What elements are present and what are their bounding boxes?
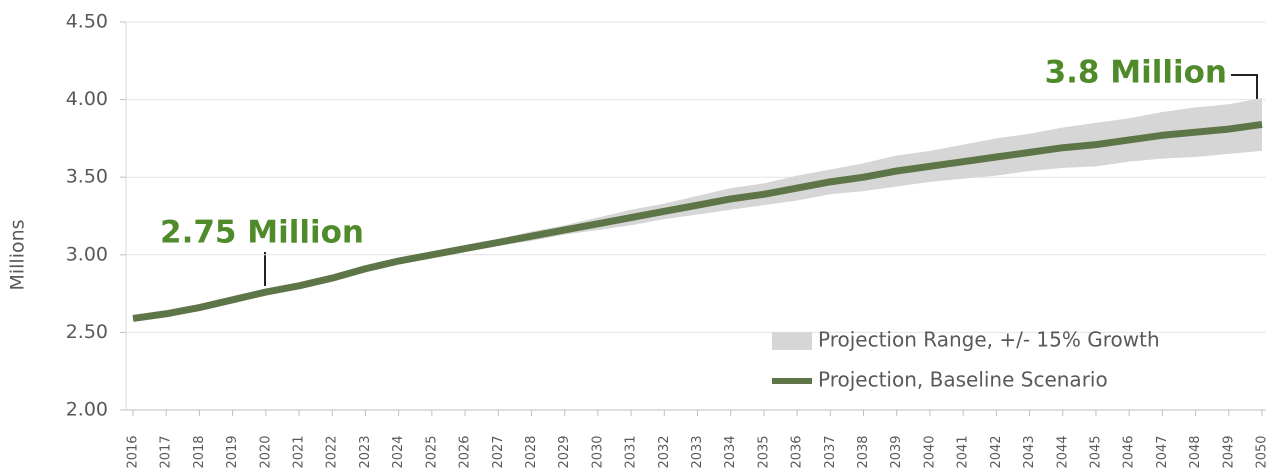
x-tick-label: 2040: [922, 435, 937, 468]
x-tick-label: 2036: [790, 435, 805, 468]
legend-swatch: [772, 332, 812, 350]
x-tick-label: 2017: [159, 435, 174, 468]
plot-layer: [120, 21, 1266, 416]
x-tick-label: 2022: [325, 435, 340, 468]
x-tick-label: 2038: [856, 435, 871, 468]
x-tick-label: 2043: [1022, 435, 1037, 468]
y-axis-label: Millions: [7, 219, 29, 290]
baseline-line: [132, 120, 1263, 322]
x-tick-label: 2047: [1155, 435, 1170, 468]
x-tick-label: 2050: [1255, 435, 1270, 468]
x-tick-label: 2046: [1122, 435, 1137, 468]
x-tick-label: 2031: [624, 435, 639, 468]
y-tick-label: 3.50: [66, 166, 108, 188]
x-tick-label: 2034: [723, 435, 738, 468]
x-tick-label: 2035: [756, 435, 771, 468]
x-tick-label: 2024: [391, 435, 406, 468]
x-tick-label: 2044: [1055, 435, 1070, 468]
y-tick-label: 2.50: [66, 321, 108, 343]
annotation: 2.75 Million: [160, 215, 364, 251]
x-tick-label: 2041: [956, 435, 971, 468]
y-tick-label: 3.00: [66, 243, 108, 265]
x-tick-label: 2030: [590, 435, 605, 468]
y-tick-label: 2.00: [66, 399, 108, 421]
x-tick-label: 2039: [889, 435, 904, 468]
y-tick-label: 4.50: [66, 11, 108, 33]
legend-label: Projection, Baseline Scenario: [818, 368, 1108, 392]
x-tick-label: 2020: [258, 435, 273, 468]
x-tick-label: 2025: [424, 435, 439, 468]
x-tick-label: 2018: [192, 435, 207, 468]
x-tick-label: 2033: [690, 435, 705, 468]
x-tick-label: 2026: [458, 435, 473, 468]
x-tick-label: 2019: [225, 435, 240, 468]
annotation: 3.8 Million: [1045, 55, 1227, 91]
x-tick-label: 2042: [989, 435, 1004, 468]
x-tick-label: 2049: [1221, 435, 1236, 468]
x-tick-label: 2027: [491, 435, 506, 468]
x-tick-label: 2028: [524, 435, 539, 468]
x-tick-label: 2032: [657, 435, 672, 468]
x-tick-label: 2029: [557, 435, 572, 468]
legend-label: Projection Range, +/- 15% Growth: [818, 328, 1160, 352]
x-tick-label: 2016: [126, 435, 141, 468]
x-tick-label: 2037: [823, 435, 838, 468]
x-tick-label: 2048: [1188, 435, 1203, 468]
y-tick-label: 4.00: [66, 88, 108, 110]
x-tick-label: 2045: [1088, 435, 1103, 468]
x-tick-label: 2021: [292, 435, 307, 468]
x-tick-label: 2023: [358, 435, 373, 468]
